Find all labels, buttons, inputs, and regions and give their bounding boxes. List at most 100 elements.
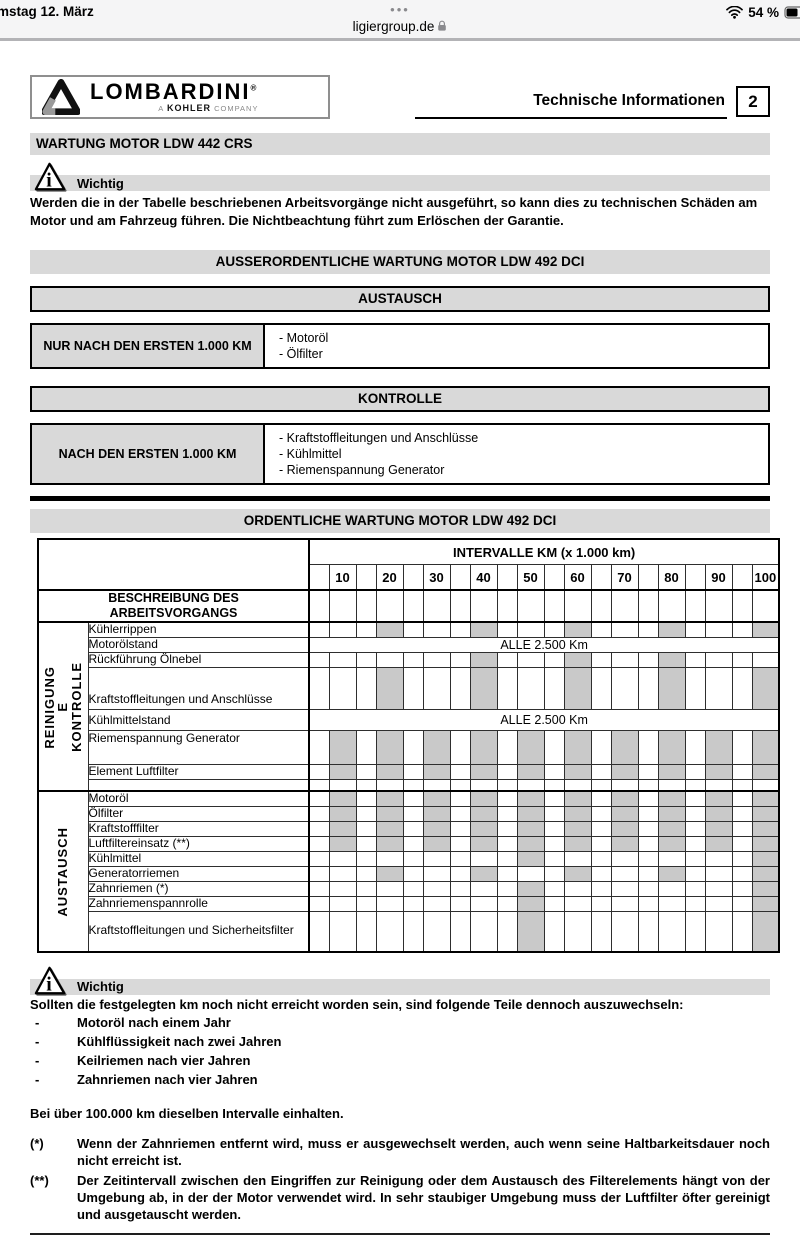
interval-cell-marked <box>375 621 404 639</box>
interval-cell-marked <box>751 790 780 808</box>
brand-subtitle: A KOHLER COMPANY <box>158 103 259 113</box>
interval-cell <box>590 621 612 639</box>
maintenance-row: Ölfilter <box>38 806 780 823</box>
interval-cell <box>328 589 357 623</box>
interval-cell <box>684 621 706 639</box>
interval-cell <box>731 778 753 792</box>
interval-cell-marked <box>375 730 404 766</box>
interval-cell-marked <box>563 652 592 669</box>
interval-cell <box>590 652 612 669</box>
maintenance-row: Zahnriemen (*) <box>38 881 780 898</box>
interval-cell-marked <box>375 764 404 780</box>
intervals-header: INTERVALLE KM (x 1.000 km) <box>307 538 780 565</box>
section-label-reinigung-e-kontrolle: REINIGUNG E KONTROLLE <box>37 621 89 792</box>
interval-cell <box>328 667 357 711</box>
interval-cell <box>684 911 706 953</box>
interval-gap-cell <box>496 563 518 591</box>
interval-cell <box>402 778 424 792</box>
interval-cell-marked <box>516 806 545 823</box>
interval-cell-marked <box>610 764 639 780</box>
interval-cell <box>731 881 753 898</box>
interval-cell-marked <box>422 764 451 780</box>
interval-cell <box>449 866 471 883</box>
condition-items: - Kraftstoffleitungen und Anschlüsse - K… <box>265 425 768 483</box>
interval-cell <box>637 778 659 792</box>
interval-cell <box>704 778 733 792</box>
section-divider <box>30 496 770 502</box>
interval-cell <box>637 652 659 669</box>
interval-cell <box>308 652 330 669</box>
interval-cell <box>684 764 706 780</box>
interval-cell <box>543 836 565 853</box>
interval-cell <box>469 851 498 868</box>
interval-cell <box>355 764 377 780</box>
interval-cell <box>308 821 330 838</box>
section-label-austausch: AUSTAUSCH <box>37 790 89 953</box>
interval-cell <box>704 589 733 623</box>
interval-cell <box>516 866 545 883</box>
interval-cell <box>637 667 659 711</box>
interval-cell <box>704 896 733 913</box>
interval-gap-cell <box>684 563 706 591</box>
interval-cell <box>563 896 592 913</box>
interval-cell <box>308 778 330 792</box>
interval-cell <box>469 881 498 898</box>
tab-dots-icon[interactable]: ••• <box>390 2 410 17</box>
interval-cell <box>637 589 659 623</box>
interval-cell <box>590 836 612 853</box>
interval-cell <box>449 667 471 711</box>
interval-cell-marked <box>704 836 733 853</box>
interval-cell <box>449 778 471 792</box>
maintenance-row: AUSTAUSCH Motoröl <box>37 790 780 953</box>
interval-gap-cell <box>402 563 424 591</box>
interval-km-label: 80 <box>657 563 686 591</box>
interval-cell <box>731 821 753 838</box>
interval-cell <box>731 764 753 780</box>
interval-gap-cell <box>355 563 377 591</box>
brand-mark: ® <box>250 83 259 93</box>
interval-gap-cell <box>449 563 471 591</box>
interval-cell <box>657 851 686 868</box>
interval-km-label: 40 <box>469 563 498 591</box>
battery-icon <box>784 6 800 19</box>
interval-cell <box>684 778 706 792</box>
interval-cell <box>657 896 686 913</box>
interval-cell <box>684 790 706 808</box>
warning-triangle-icon: i <box>34 162 67 192</box>
maintenance-row: Kühlmittelstand ALLE 2.500 Km <box>38 709 780 732</box>
interval-cell <box>590 881 612 898</box>
interval-cell <box>449 730 471 766</box>
interval-cell <box>657 881 686 898</box>
interval-cell-marked <box>610 730 639 766</box>
interval-cell <box>402 806 424 823</box>
interval-km-label: 10 <box>328 563 357 591</box>
maintenance-row: Rückführung Ölnebel <box>38 652 780 669</box>
interval-cell-marked <box>375 866 404 883</box>
condition-items: - Motoröl - Ölfilter <box>265 325 768 367</box>
interval-cell <box>496 836 518 853</box>
interval-cell <box>422 589 451 623</box>
address-bar[interactable]: ligiergroup.de <box>0 19 800 34</box>
interval-cell-marked <box>751 896 780 913</box>
interval-cell <box>684 806 706 823</box>
interval-cell <box>402 621 424 639</box>
lock-icon <box>438 20 447 31</box>
interval-cell <box>375 589 404 623</box>
interval-cell <box>496 866 518 883</box>
interval-cell <box>610 911 639 953</box>
maintenance-row: Element Luftfilter <box>38 764 780 780</box>
interval-cell-marked <box>657 866 686 883</box>
condition-cell: NUR NACH DEN ERSTEN 1.000 KM <box>32 325 265 368</box>
interval-cell-marked <box>610 836 639 853</box>
interval-cell <box>328 911 357 953</box>
interval-cell <box>328 778 357 792</box>
interval-cell <box>355 896 377 913</box>
interval-cell <box>704 866 733 883</box>
document-page: LOMBARDINI® A KOHLER COMPANY Technische … <box>0 41 800 1235</box>
interval-cell <box>684 821 706 838</box>
interval-cell <box>543 730 565 766</box>
interval-cell-marked <box>422 806 451 823</box>
interval-cell <box>657 911 686 953</box>
interval-span-cell: ALLE 2.500 Km <box>307 709 780 732</box>
interval-cell <box>422 667 451 711</box>
